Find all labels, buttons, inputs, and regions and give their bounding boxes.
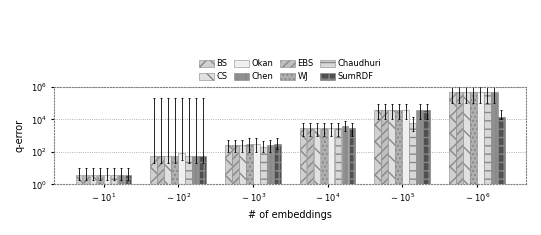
Bar — [477, 92, 484, 235]
Bar — [349, 128, 355, 235]
Bar — [449, 92, 456, 235]
Y-axis label: q-error: q-error — [15, 119, 25, 152]
Bar — [274, 144, 281, 235]
Bar — [246, 144, 253, 235]
Bar — [498, 117, 505, 235]
Bar — [193, 156, 199, 235]
Bar — [200, 156, 206, 235]
Bar — [157, 156, 164, 235]
Bar — [456, 92, 463, 235]
Bar — [225, 145, 232, 235]
Bar — [470, 92, 477, 235]
Bar — [232, 145, 239, 235]
Bar — [90, 175, 96, 235]
Bar — [491, 92, 498, 235]
Bar — [300, 128, 306, 235]
Bar — [118, 175, 124, 235]
Bar — [104, 175, 110, 235]
Bar — [314, 128, 320, 235]
Bar — [342, 126, 348, 235]
Bar — [374, 110, 381, 235]
Bar — [381, 110, 388, 235]
Bar — [388, 110, 395, 235]
Bar — [395, 110, 402, 235]
Bar — [424, 110, 430, 235]
Bar — [307, 128, 313, 235]
Bar — [335, 128, 341, 235]
Bar — [328, 128, 334, 235]
Bar — [179, 153, 185, 235]
Bar — [171, 156, 178, 235]
Bar — [164, 156, 171, 235]
Bar — [403, 110, 409, 235]
Bar — [253, 144, 260, 235]
Bar — [76, 175, 82, 235]
Bar — [417, 110, 423, 235]
Bar — [321, 128, 327, 235]
Bar — [410, 123, 416, 235]
Bar — [150, 156, 157, 235]
Legend: BS, CS, Okan, Chen, EBS, WJ, Chaudhuri, SumRDF: BS, CS, Okan, Chen, EBS, WJ, Chaudhuri, … — [197, 57, 384, 83]
Bar — [186, 156, 192, 235]
Bar — [83, 175, 89, 235]
Bar — [484, 92, 491, 235]
Bar — [97, 175, 103, 235]
Bar — [260, 147, 267, 235]
Bar — [463, 92, 470, 235]
Bar — [267, 145, 274, 235]
X-axis label: # of embeddings: # of embeddings — [248, 210, 332, 220]
Bar — [125, 175, 131, 235]
Bar — [239, 145, 246, 235]
Bar — [111, 175, 117, 235]
